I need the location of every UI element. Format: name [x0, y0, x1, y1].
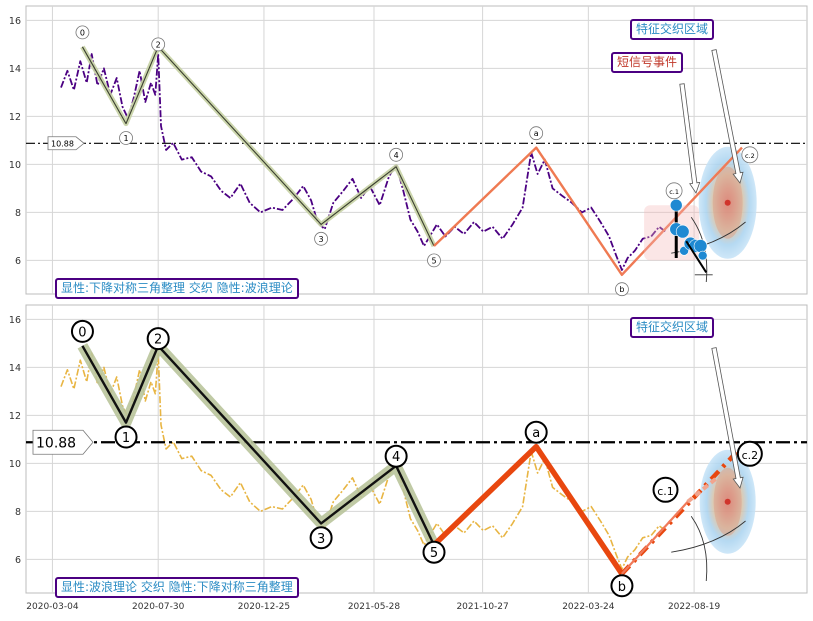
callout-feature-zone-bottom: 特征交织区域: [630, 317, 715, 338]
c1-leg: [621, 501, 689, 575]
wave-label: a: [534, 129, 539, 138]
callout-arrow: [679, 83, 701, 194]
y-tick-label: 6: [15, 555, 21, 566]
reference-label-box: [47, 136, 85, 151]
wave-label: c.1: [657, 485, 674, 498]
callout-arrow: [711, 49, 744, 184]
price-series: [60, 352, 666, 570]
wave-label: 0: [80, 28, 85, 37]
triangle-upper-guide: [671, 520, 746, 553]
wave-label-circle: [741, 146, 759, 164]
wave-label-circle: [309, 526, 333, 550]
wave-label-circle: [615, 282, 629, 297]
projected-c-leg: [621, 146, 743, 276]
wave-label: 3: [319, 235, 324, 244]
y-tick-label: 14: [9, 64, 21, 75]
y-tick-label: 10: [9, 459, 21, 470]
wave-label: 5: [430, 546, 438, 561]
y-tick-label: 12: [9, 411, 21, 422]
wave-label: 5: [431, 256, 436, 265]
caption-bottom: 显性:波浪理论 交织 隐性:下降对称三角整理: [55, 577, 299, 598]
wave-label-circle: [146, 327, 170, 351]
wave-label-circle: [384, 444, 408, 468]
wave-label: 2: [156, 40, 161, 49]
wave-line-corrective: [432, 443, 625, 576]
wave-label-circle: [314, 231, 329, 246]
wave-label: 2: [154, 333, 162, 348]
y-tick-label: 16: [9, 16, 21, 27]
x-tick-label: 2021-10-27: [456, 602, 508, 612]
x-tick-label: 2021-05-28: [348, 602, 401, 612]
wave-label-circle: [652, 476, 679, 503]
wave-label: 4: [394, 151, 399, 160]
x-tick-label: 2020-03-04: [26, 602, 79, 612]
signal-point: [693, 239, 708, 253]
wave-line-impulse: [81, 344, 436, 546]
wave-label-circle: [422, 540, 446, 564]
wave-label-circle: [736, 440, 763, 467]
wave-label: b: [619, 285, 624, 294]
panel-layer: [26, 340, 807, 582]
wave-label: c.2: [742, 449, 759, 462]
c1-extension: [686, 476, 719, 504]
wave-label-circle: [665, 182, 683, 200]
reference-label: 10.88: [51, 139, 74, 148]
wave-label: b: [618, 580, 626, 595]
wave-label: 1: [123, 134, 128, 143]
wave-label-circle: [119, 131, 133, 145]
wave-label: 0: [78, 325, 86, 340]
y-tick-label: 6: [15, 256, 21, 267]
wave-label: 4: [392, 450, 400, 465]
triangle-lower-guide: [690, 515, 708, 582]
feature-zone-center: [724, 498, 731, 505]
callout-short-signal-top: 短信号事件: [611, 52, 684, 73]
wave-label-circle: [70, 319, 94, 343]
wave-label-circle: [529, 126, 544, 141]
signal-trend: [685, 240, 708, 273]
y-tick-label: 8: [15, 507, 21, 518]
wave-label-circle: [524, 420, 548, 444]
x-tick-label: 2020-07-30: [132, 602, 185, 612]
x-tick-label: 2020-12-25: [238, 602, 290, 612]
wave-label-circle: [151, 37, 166, 52]
wave-label-circle: [114, 425, 138, 449]
wave-label: c.1: [669, 188, 679, 196]
wave-label: a: [532, 426, 540, 441]
x-tick-label: 2022-08-19: [668, 602, 721, 612]
y-tick-label: 10: [9, 160, 21, 171]
wave-label: c.2: [745, 152, 755, 160]
caption-top: 显性:下降对称三角整理 交织 隐性:波浪理论: [55, 278, 299, 299]
callout-feature-zone-top: 特征交织区域: [630, 19, 715, 40]
y-tick-label: 12: [9, 112, 21, 123]
wave-label-circle: [427, 253, 441, 268]
wave-line-impulse: [81, 46, 435, 247]
x-tick-label: 2022-03-24: [562, 602, 615, 612]
reference-label-box: [32, 429, 94, 455]
feature-zone-center: [724, 199, 731, 206]
callout-arrow: [711, 347, 744, 489]
wave-label: 1: [122, 431, 130, 446]
signal-point: [697, 250, 708, 261]
y-tick-label: 16: [9, 315, 21, 326]
y-tick-label: 8: [15, 208, 21, 219]
y-tick-label: 14: [9, 363, 21, 374]
wave-label-circle: [389, 147, 404, 162]
wave-label-circle: [610, 574, 634, 598]
signal-point: [675, 224, 690, 239]
reference-label: 10.88: [36, 435, 76, 451]
wave-label: 3: [317, 532, 325, 547]
plot-area: [25, 304, 808, 594]
panel-layer: [26, 44, 807, 283]
wave-label-circle: [75, 25, 90, 40]
signal-point: [669, 198, 683, 212]
price-series: [60, 53, 667, 271]
